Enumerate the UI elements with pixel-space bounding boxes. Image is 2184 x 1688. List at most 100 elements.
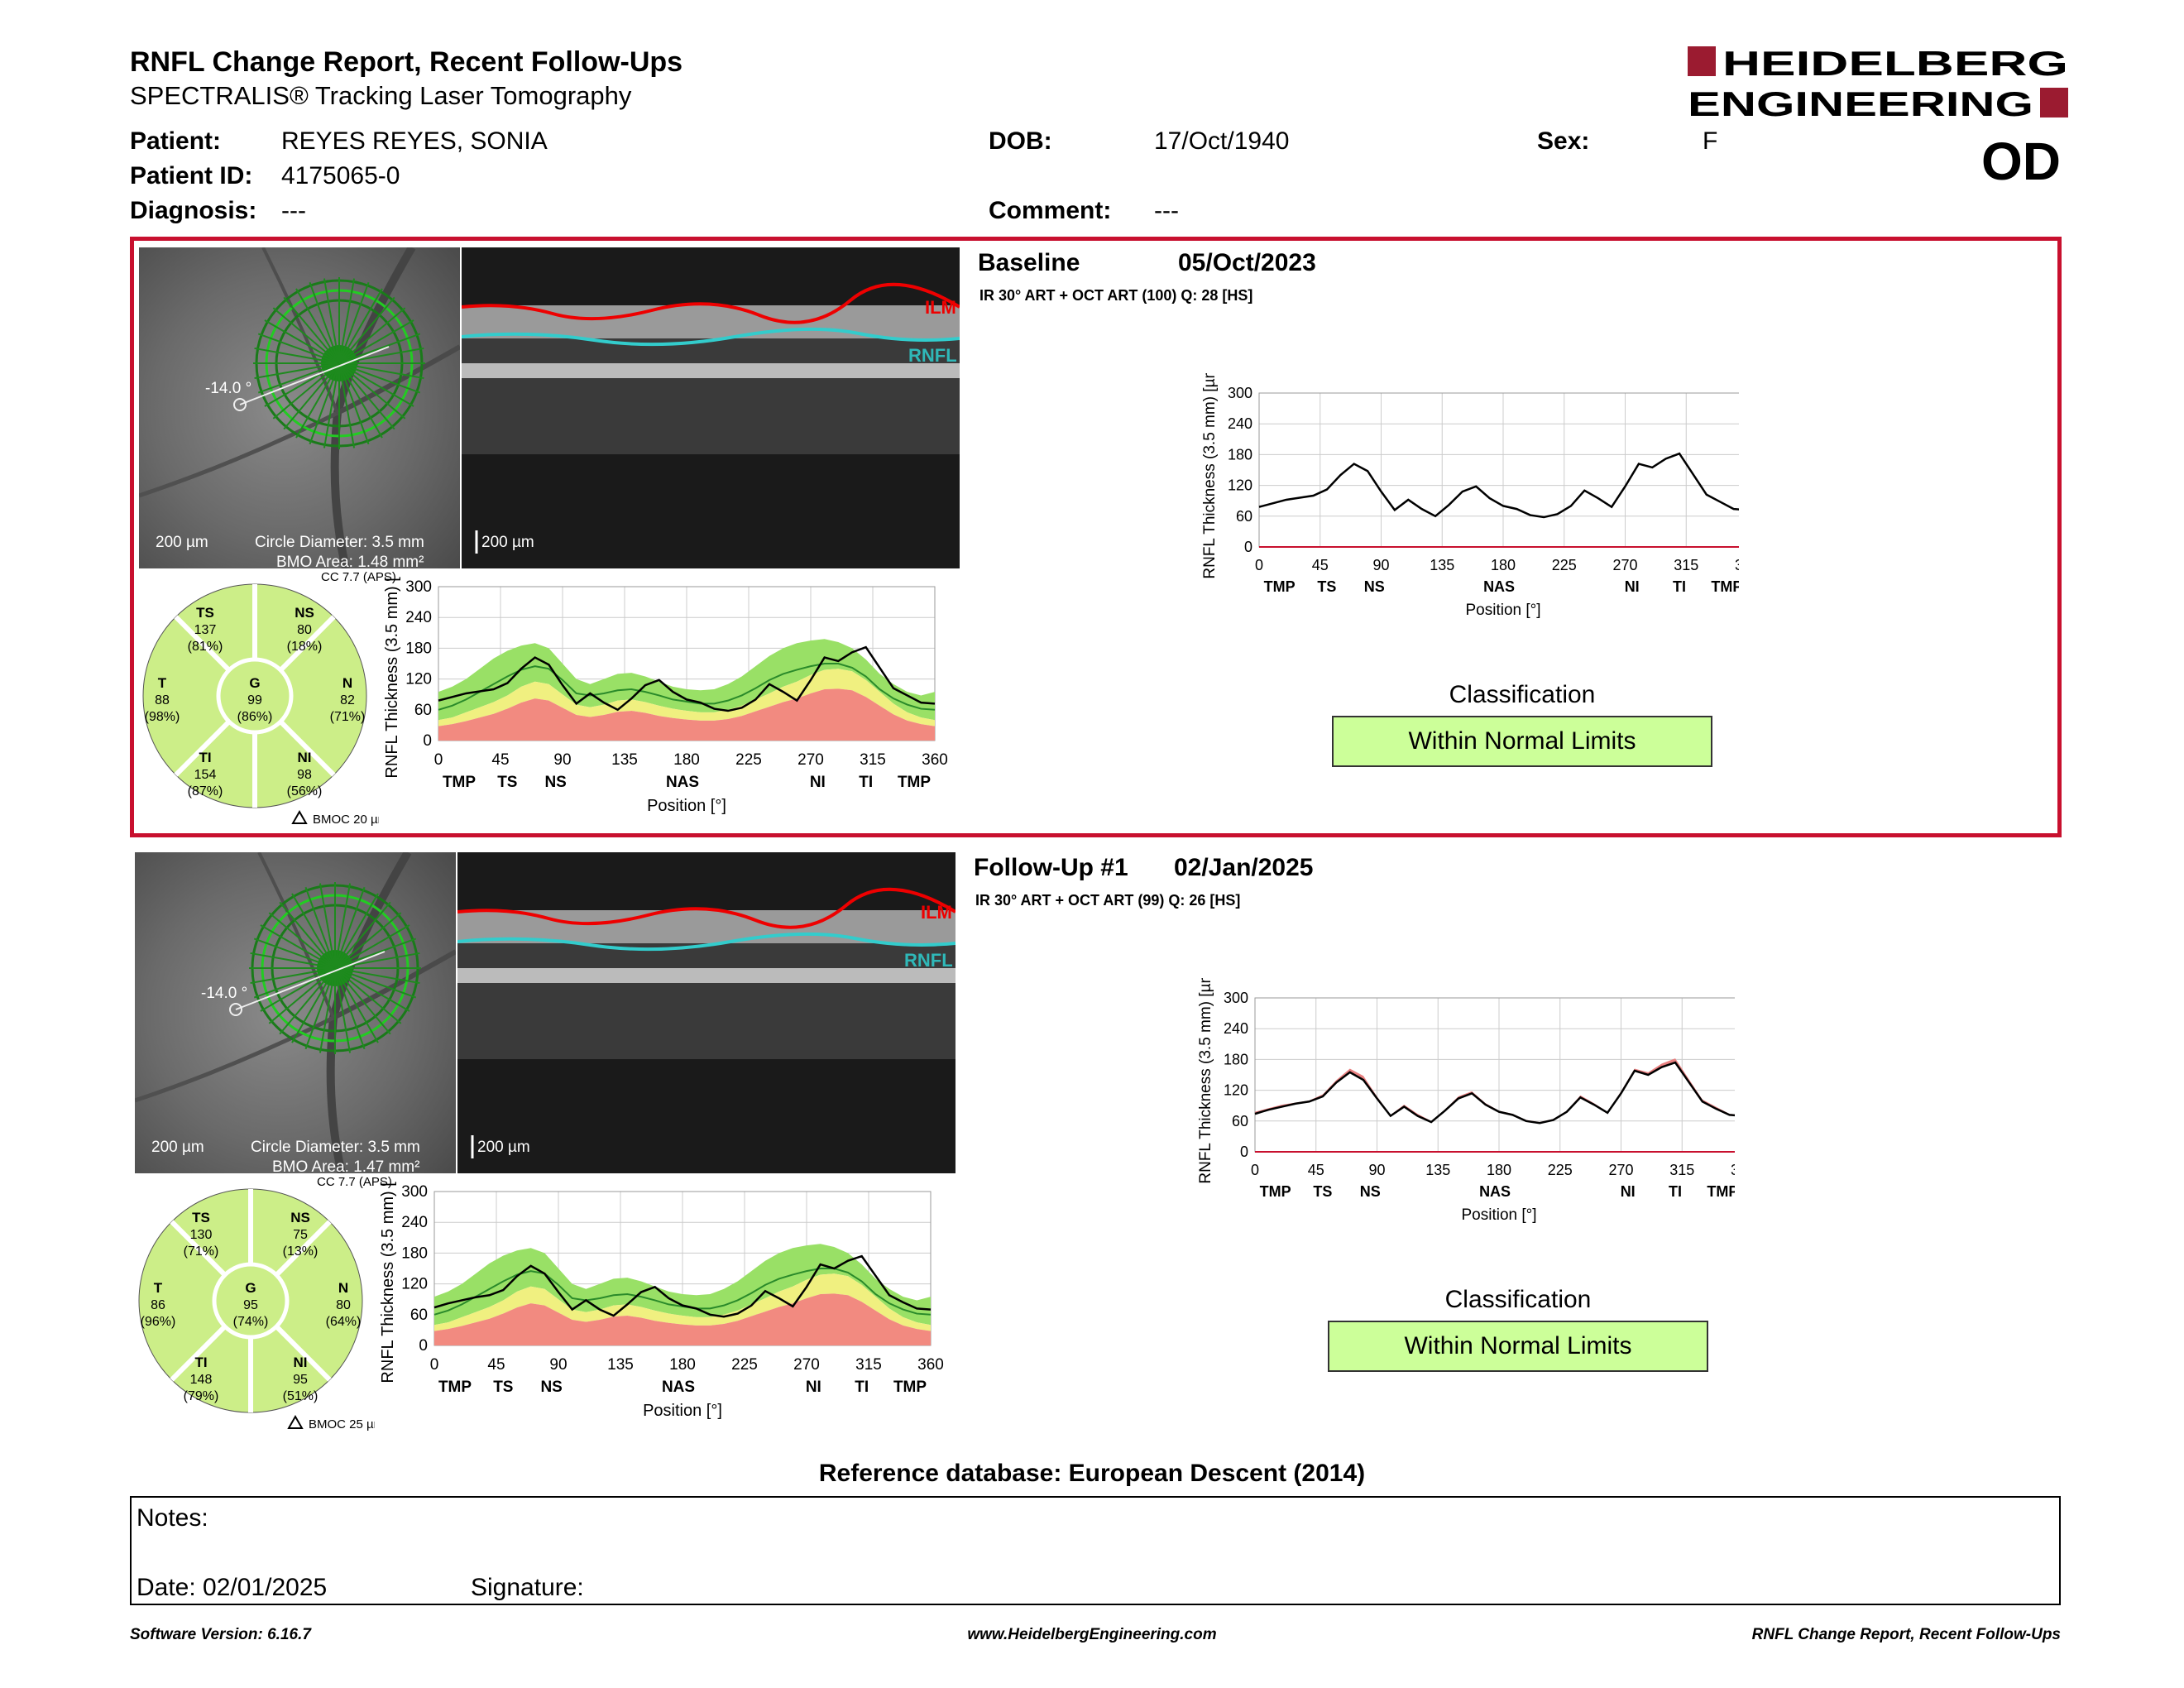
fundus-scale: 200 µm: [151, 1139, 204, 1156]
radial-line: [334, 967, 402, 1024]
y-tick-label: 120: [405, 671, 432, 688]
rpe-band: [457, 968, 956, 983]
vessel-1: [336, 344, 460, 415]
bmoc-label: BMOC 20 µm: [313, 813, 379, 827]
classification-label: Classification: [1449, 681, 1596, 708]
y-tick-label: 0: [419, 1337, 428, 1355]
x-tick-label: 90: [1368, 1162, 1385, 1178]
sector-divider: [280, 615, 336, 671]
radial-line: [257, 362, 340, 394]
plot-frame: [1254, 997, 1735, 1153]
band-normal: [434, 1244, 931, 1326]
sector-ti-label: TI: [194, 1355, 207, 1370]
radial-line: [309, 362, 340, 445]
sector-n-pct: (64%): [326, 1315, 362, 1329]
radial-line: [334, 893, 379, 969]
notes-box: Notes: Date: 02/01/2025 Signature:: [130, 1496, 2061, 1605]
radial-line: [338, 362, 421, 394]
radial-line: [254, 362, 340, 380]
sector-divider: [174, 721, 230, 777]
radial-line: [338, 362, 406, 420]
x-tick-label: 225: [735, 751, 762, 769]
radial-line: [268, 967, 336, 1024]
scan-circle-overlay: [139, 247, 460, 568]
radial-line: [334, 938, 417, 969]
radial-line: [338, 362, 383, 439]
region-label-ti: TI: [859, 774, 873, 791]
y-tick-label: 300: [1224, 990, 1248, 1006]
ilm-label: ILM: [925, 297, 956, 318]
rnfl-thickness-line: [433, 1254, 932, 1318]
radial-line: [257, 333, 340, 364]
sector-divider: [174, 615, 230, 671]
y-tick-label: 180: [401, 1244, 428, 1262]
change-chart: 0 60 120 180 240 300 0 45 90 135 180 225 270 315 360 TM…: [1197, 978, 1735, 1224]
vessel-2: [135, 1015, 335, 1103]
band-borderline: [438, 669, 935, 727]
radial-line: [291, 967, 336, 1043]
scan-circle: [253, 277, 425, 449]
region-label-ni: NI: [1621, 1183, 1636, 1200]
radial-line: [279, 901, 336, 969]
radial-line: [295, 362, 340, 439]
angle-label: -14.0 °: [205, 380, 252, 397]
y-tick-label: 300: [401, 1183, 428, 1201]
sector-t-value: 86: [151, 1298, 165, 1312]
change-chart: 0 60 120 180 240 300 0 45 90 135 180 225 270 315 360 TM…: [1201, 373, 1739, 619]
radial-line: [338, 362, 395, 430]
region-label-ti: TI: [1669, 1183, 1682, 1200]
classification-result: Within Normal Limits: [1332, 716, 1712, 767]
sector-ns-label: NS: [295, 605, 314, 621]
y-axis-label: RNFL Thickness (3.5 mm) [µm]: [1197, 978, 1214, 1184]
y-axis-label: RNFL Thickness (3.5 mm) [µm]: [379, 1182, 397, 1383]
sector-ti-label: TI: [199, 750, 211, 765]
logo-line1: HEIDELBERG: [1722, 45, 2068, 83]
region-label-ns: NS: [544, 774, 566, 791]
website[interactable]: www.HeidelbergEngineering.com: [967, 1626, 1217, 1643]
region-label-ts: TS: [1317, 578, 1336, 595]
region-label-tmp: TMP: [1260, 1183, 1291, 1200]
radial-line: [334, 967, 417, 999]
region-label-ti: TI: [1673, 578, 1686, 595]
scan-info: IR 30° ART + OCT ART (100) Q: 28 [HS]: [979, 287, 1253, 304]
sector-divider: [275, 1220, 332, 1276]
radial-line: [304, 967, 336, 1050]
dob-label: DOB:: [989, 127, 1052, 155]
footer-report-name: RNFL Change Report, Recent Follow-Ups: [1751, 1626, 2061, 1643]
radial-line: [338, 319, 414, 364]
region-label-tmp: TMP: [898, 774, 931, 791]
region-label-tmp: TMP: [1264, 578, 1296, 595]
x-tick-label: 180: [1491, 557, 1516, 573]
sector-ts-pct: (81%): [188, 640, 223, 654]
ilm-line: [457, 887, 956, 929]
y-tick-label: 120: [1224, 1082, 1248, 1099]
sector-chart: TS 137 (81%) NS 80 (18%) T 88 (98%) G 99 (86%) N 82 (7…: [142, 583, 379, 827]
rpe-band: [462, 363, 960, 378]
sector-g-label: G: [249, 675, 260, 691]
region-label-tmp: TMP: [438, 1379, 472, 1396]
radial-line: [338, 362, 414, 407]
comment-value: ---: [1154, 197, 1179, 224]
radial-line: [318, 883, 336, 969]
fovea-line: [239, 346, 390, 405]
notes-date: Date: 02/01/2025: [136, 1574, 328, 1601]
x-axis-label: Position [°]: [643, 1402, 722, 1420]
delta-icon: [287, 1414, 304, 1429]
radial-line: [334, 967, 352, 1053]
sector-ns-label: NS: [290, 1210, 310, 1225]
x-axis-label: Position [°]: [1465, 602, 1540, 619]
x-tick-label: 135: [1430, 557, 1454, 573]
fundus-scale: 200 µm: [156, 534, 208, 551]
x-tick-label: 0: [434, 751, 443, 769]
y-tick-label: 240: [405, 609, 432, 626]
y-tick-label: 240: [1224, 1020, 1248, 1037]
radial-line: [283, 296, 340, 364]
sector-ti-value: 154: [194, 768, 217, 782]
region-label-ns: NS: [1360, 1183, 1381, 1200]
radial-line: [338, 333, 421, 364]
sector-ns-pct: (18%): [287, 640, 323, 654]
sector-ti-pct: (87%): [188, 784, 223, 798]
sector-ti-value: 148: [190, 1373, 213, 1387]
heidelberg-logo: HEIDELBERG ENGINEERING: [1688, 45, 2068, 121]
region-label-tmp: TMP: [443, 774, 476, 791]
